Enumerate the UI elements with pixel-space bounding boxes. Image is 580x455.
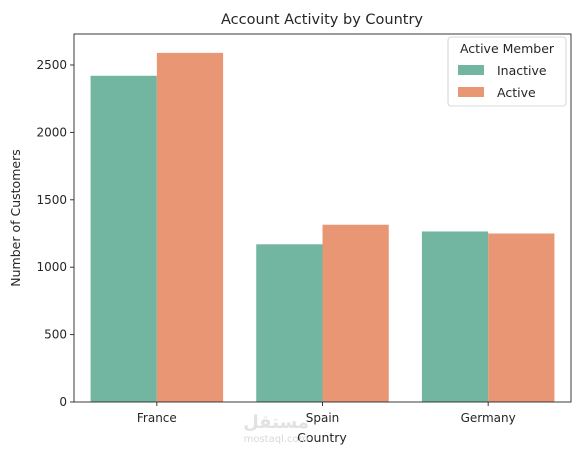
y-tick-label: 1500 [36, 193, 67, 207]
axes-frame [73, 33, 572, 403]
watermark-text: mostaql.com [244, 434, 309, 445]
legend-swatch-active [458, 87, 484, 97]
x-axis-label: Country [297, 430, 347, 445]
chart-title: Account Activity by Country [221, 12, 423, 28]
watermark: مستقل mostaql.com [243, 412, 309, 445]
legend-title: Active Member [460, 41, 555, 56]
y-tick-label: 500 [44, 328, 67, 342]
watermark-arabic: مستقل [243, 412, 309, 433]
x-tick-label: Germany [461, 411, 516, 425]
bar-france-active [156, 52, 224, 402]
bar-germany-active [488, 233, 555, 402]
y-tick-label: 0 [59, 395, 67, 409]
y-tick-label: 2000 [36, 125, 67, 139]
legend-swatch-inactive [458, 65, 484, 75]
legend-label-inactive: Inactive [497, 63, 547, 78]
x-tick-label: Spain [306, 411, 340, 425]
x-tick-label: France [137, 411, 177, 425]
plot-area: France Spain Germany 0 500 1000 1500 2000 2500 [36, 52, 555, 425]
y-tick-label: 1000 [36, 260, 67, 274]
legend: Active Member Inactive Active [447, 36, 567, 107]
bar-france-inactive [90, 75, 157, 403]
y-axis-label: Number of Customers [8, 149, 23, 286]
bar-spain-inactive [256, 244, 323, 402]
bar-germany-inactive [421, 231, 489, 402]
legend-label-active: Active [497, 85, 536, 100]
y-tick-label: 2500 [36, 58, 67, 72]
bar-spain-active [322, 224, 389, 402]
